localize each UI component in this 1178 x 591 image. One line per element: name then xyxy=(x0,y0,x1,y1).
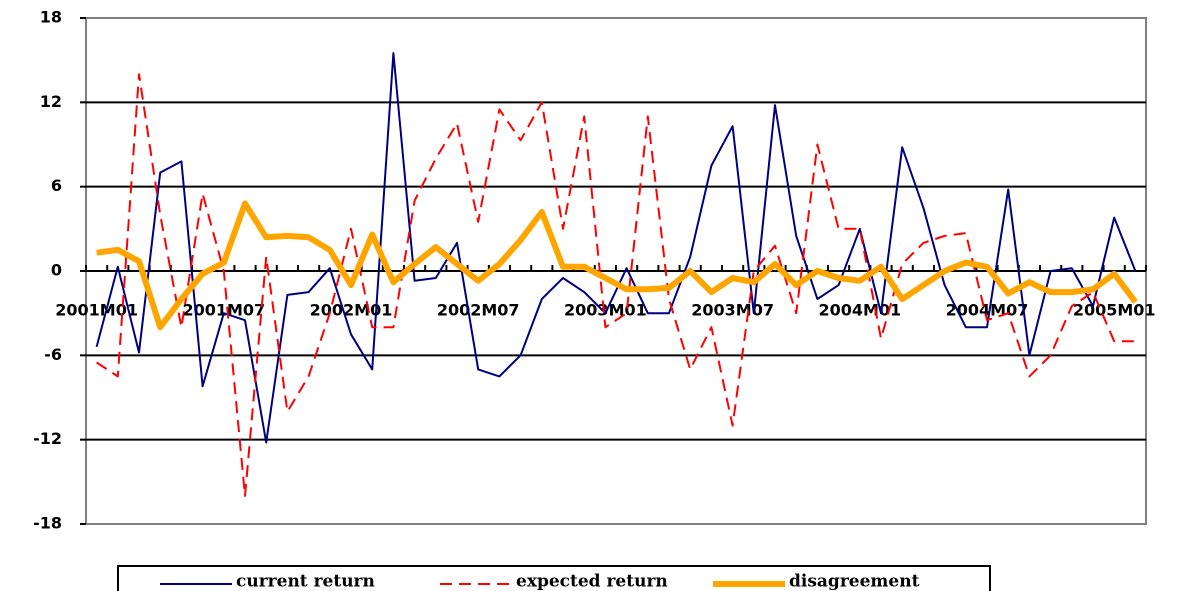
x-tick-label: 2004M01 xyxy=(818,301,901,320)
legend-label: current return xyxy=(236,572,375,591)
y-tick-label: 18 xyxy=(40,8,62,27)
y-tick-label: 12 xyxy=(40,92,62,111)
legend-box xyxy=(117,565,991,591)
series-line xyxy=(95,52,1137,444)
x-tick-label: 2002M01 xyxy=(310,301,393,320)
x-tick-label: 2003M01 xyxy=(564,301,647,320)
y-tick-label: -6 xyxy=(44,345,62,364)
x-tick-label: 2001M01 xyxy=(55,301,138,320)
y-tick-label: -18 xyxy=(33,514,62,533)
y-tick-label: 0 xyxy=(51,261,62,280)
x-tick-label: 2003M07 xyxy=(691,301,774,320)
y-tick-label: 6 xyxy=(51,176,62,195)
series-line xyxy=(96,200,1138,331)
legend-label: disagreement xyxy=(789,572,920,591)
series-line xyxy=(96,73,1136,497)
x-tick-label: 2002M07 xyxy=(437,301,520,320)
x-tick-label: 2005M01 xyxy=(1073,301,1156,320)
legend-label: expected return xyxy=(516,572,668,591)
x-tick-label: 2001M07 xyxy=(182,301,265,320)
y-tick-label: -12 xyxy=(33,429,62,448)
